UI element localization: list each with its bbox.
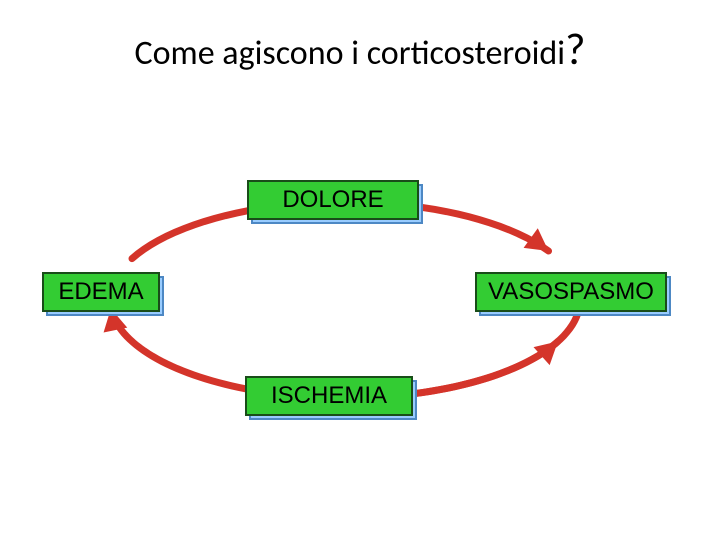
node-ischemia: ISCHEMIA [245,376,413,416]
node-front: EDEMA [42,272,160,312]
node-front: VASOSPASMO [475,272,667,312]
node-vasospasmo: VASOSPASMO [475,272,667,312]
node-dolore: DOLORE [247,180,419,220]
diagram-stage: Come agiscono i corticosteroidi? DOLORE … [0,0,720,540]
node-label: EDEMA [58,278,143,306]
cycle-arrows [0,0,720,540]
node-label: VASOSPASMO [488,278,654,306]
node-front: ISCHEMIA [245,376,413,416]
node-label: DOLORE [282,186,383,214]
node-label: ISCHEMIA [271,382,387,410]
node-edema: EDEMA [42,272,160,312]
node-front: DOLORE [247,180,419,220]
